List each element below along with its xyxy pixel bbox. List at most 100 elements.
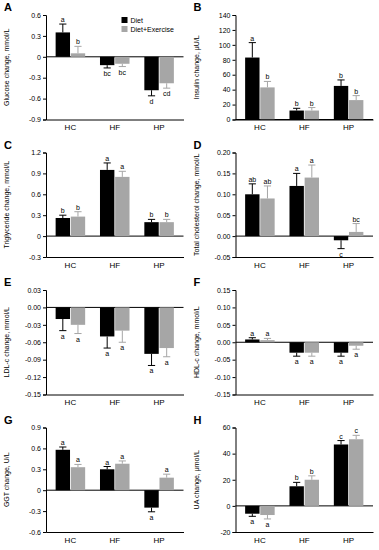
- significance-letter: a: [120, 344, 124, 351]
- y-axis: 020406080100120140: [219, 12, 236, 124]
- y-axis-title: LDL-c change, mmol/L: [3, 307, 11, 378]
- y-tick-label: -0.10: [215, 374, 231, 381]
- significance-letter: d: [150, 98, 154, 105]
- y-tick-mark: [233, 60, 236, 61]
- y-tick-mark: [233, 506, 236, 507]
- y-tick: -0.15: [215, 391, 236, 398]
- y-tick: 0.3: [31, 212, 46, 219]
- annotations: aaaaaa: [250, 330, 358, 365]
- legend: DietDiet+Exercise: [122, 17, 174, 33]
- plot: -0.050.000.050.100.150.20HCHFHPabacababc: [215, 149, 374, 269]
- y-tick: 20: [223, 101, 236, 108]
- significance-letter: a: [310, 358, 314, 365]
- y-tick-label: 0.6: [31, 445, 41, 452]
- x-axis-line: [236, 532, 374, 533]
- significance-letter: b: [310, 468, 314, 475]
- y-tick-mark: [233, 480, 236, 481]
- x-axis-line: [236, 257, 374, 258]
- significance-letter: a: [61, 439, 65, 446]
- error-bar: [119, 171, 126, 177]
- bar: [289, 342, 303, 352]
- error-bar: [148, 219, 155, 222]
- bar: [334, 86, 348, 120]
- annotations: aaaaaa: [61, 439, 169, 521]
- y-tick-mark: [233, 532, 236, 533]
- y-tick: 0.10: [217, 304, 236, 311]
- plot: -0.6-0.300.30.60.9HCHFHPaaaaaa: [29, 424, 184, 544]
- x-axis-line: [47, 532, 185, 533]
- error-bar: [264, 515, 271, 519]
- error-bar: [74, 46, 81, 53]
- significance-letter: a: [295, 358, 299, 365]
- y-tick-mark: [43, 532, 46, 533]
- bar: [245, 194, 259, 236]
- significance-letter: c: [339, 433, 343, 440]
- y-tick-label: 40: [223, 450, 231, 457]
- x-tick: HP: [343, 532, 354, 545]
- y-tick-label: 0.9: [31, 170, 41, 177]
- y-tick: 20: [223, 476, 236, 483]
- bars: [245, 435, 363, 519]
- y-tick-mark: [43, 153, 46, 154]
- y-tick: -0.6: [29, 95, 46, 102]
- bar: [115, 177, 129, 236]
- y-tick: -0.3: [29, 254, 46, 261]
- y-tick: -0.09: [25, 356, 46, 363]
- legend-swatch: [122, 17, 128, 23]
- error-bar: [119, 331, 126, 343]
- y-tick-label: -0.03: [25, 322, 41, 329]
- x-tick-label: HP: [154, 261, 165, 270]
- panel-title: F: [194, 276, 201, 288]
- y-tick-mark: [233, 45, 236, 46]
- bar: [56, 307, 70, 319]
- y-tick-label: -0.15: [215, 391, 231, 398]
- bar: [144, 307, 158, 353]
- y-tick: 1.2: [31, 149, 46, 156]
- y-axis-title: Glucose change, mmol/L: [3, 28, 11, 106]
- y-axis: -0.9-0.6-0.300.30.6: [29, 12, 47, 124]
- y-tick-mark: [233, 395, 236, 396]
- x-tick: HF: [299, 257, 310, 270]
- significance-letter: a: [105, 350, 109, 357]
- error-bar: [163, 83, 170, 88]
- significance-letter: b: [295, 474, 299, 481]
- y-tick-mark: [43, 342, 46, 343]
- significance-letter: a: [354, 351, 358, 358]
- error-bar: [104, 65, 111, 68]
- bar: [115, 57, 129, 64]
- error-bar: [104, 467, 111, 470]
- error-bar: [264, 81, 271, 87]
- x-tick: HC: [65, 120, 77, 133]
- y-tick: -0.10: [215, 374, 236, 381]
- significance-letter: cd: [163, 90, 171, 97]
- y-axis-line: [43, 291, 47, 396]
- bar: [289, 111, 303, 120]
- panel-title: D: [194, 139, 202, 151]
- error-bar: [163, 219, 170, 222]
- significance-letter: a: [61, 16, 65, 23]
- error-bar: [148, 508, 155, 512]
- bar: [349, 439, 363, 506]
- error-bar: [249, 514, 256, 517]
- y-tick-mark: [43, 377, 46, 378]
- y-tick-mark: [43, 78, 46, 79]
- panel: C-0.300.30.60.91.2HCHFHPbabbabTriglyceri…: [3, 139, 184, 270]
- y-tick-mark: [43, 173, 46, 174]
- error-bar: [163, 474, 170, 477]
- error-bar: [293, 482, 300, 486]
- error-bar: [264, 338, 271, 340]
- y-tick-label: 0: [37, 54, 41, 61]
- y-tick: -0.12: [25, 374, 46, 381]
- y-tick: -20: [220, 529, 235, 536]
- plot: -200204060HCHFHPabcabc: [220, 424, 373, 544]
- x-tick-label: HP: [343, 261, 354, 270]
- y-tick: 0.00: [217, 233, 236, 240]
- bar: [349, 342, 363, 345]
- y-axis: -0.6-0.300.30.60.9: [29, 424, 47, 536]
- bar: [71, 467, 85, 490]
- x-tick-label: HP: [343, 123, 354, 132]
- x-axis-line: [236, 395, 374, 396]
- bar: [305, 111, 319, 120]
- y-tick-label: -0.6: [29, 529, 41, 536]
- error-bar: [249, 338, 256, 340]
